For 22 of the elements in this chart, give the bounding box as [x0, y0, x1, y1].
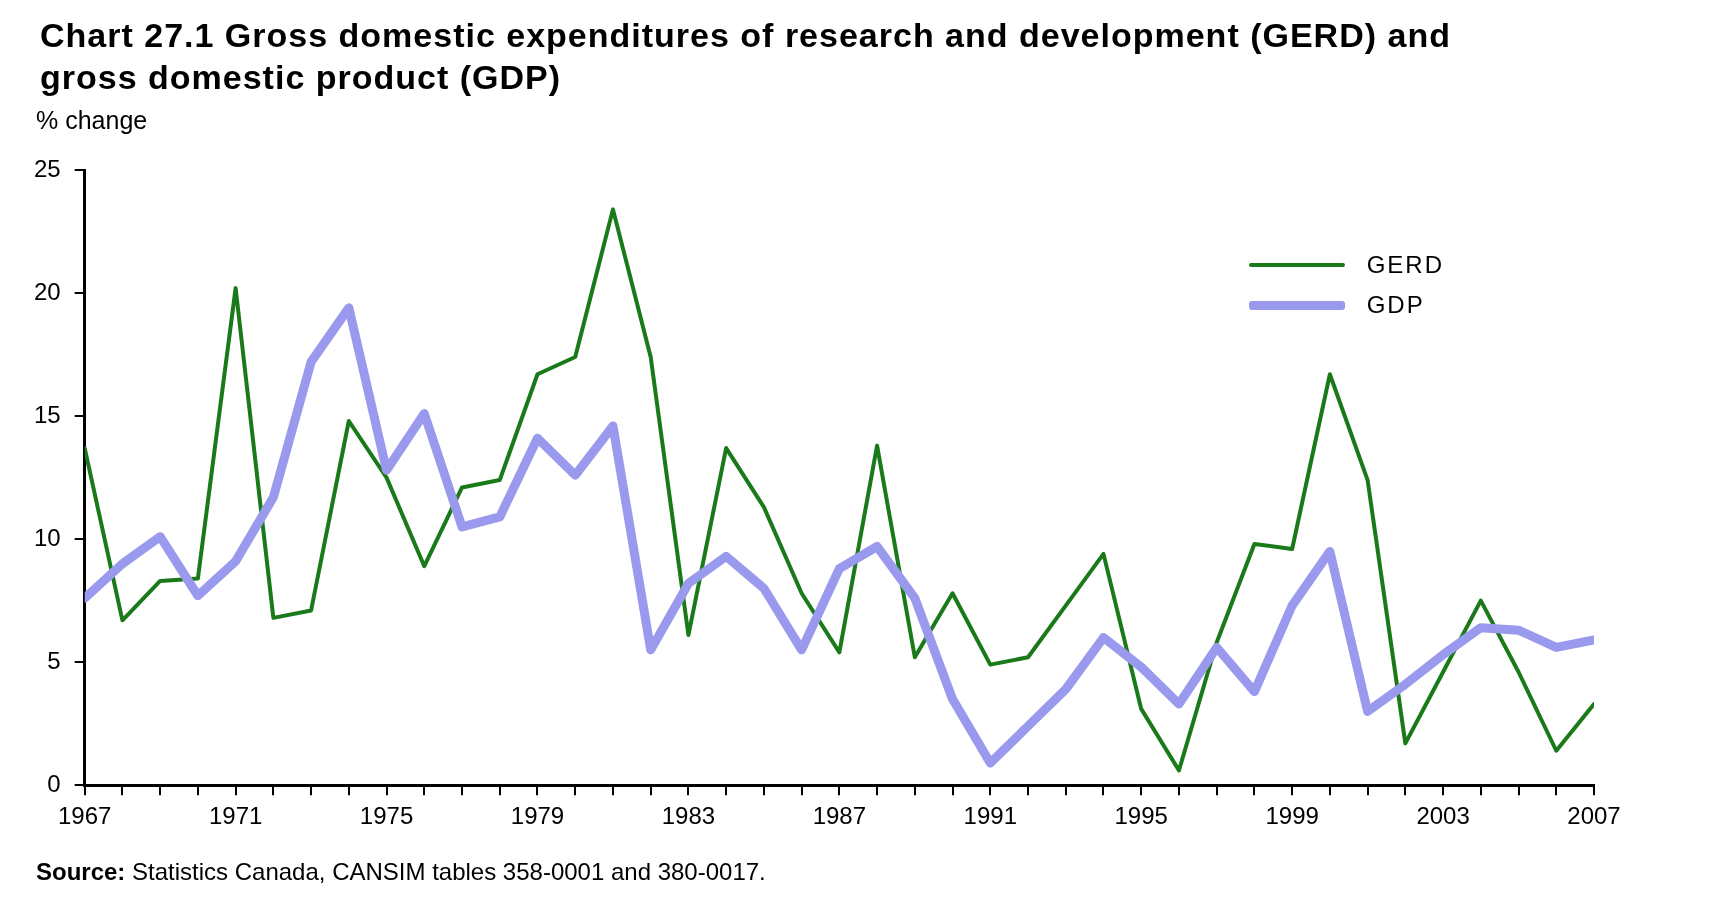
y-tick-label: 20: [33, 277, 61, 305]
x-tick-label: 1991: [963, 802, 1017, 830]
y-tick-label: 5: [47, 646, 61, 674]
y-axis-title: % change: [36, 106, 148, 135]
x-tick-label: 1975: [359, 802, 414, 830]
y-tick-label: 15: [33, 400, 61, 428]
x-tick-label: 2007: [1567, 802, 1621, 830]
x-tick-label: 1967: [58, 802, 112, 830]
y-tick-label: 10: [33, 523, 61, 551]
y-tick-label: 25: [33, 154, 61, 182]
x-tick-label: 1979: [510, 802, 565, 830]
chart-title: Chart 27.1 Gross domestic expenditures of research and development (GERD) and gross domestic product (GDP): [40, 15, 1452, 98]
x-tick-label: 2003: [1416, 802, 1470, 830]
legend-label: GERD: [1366, 251, 1444, 279]
y-tick-label: 0: [47, 769, 61, 797]
x-tick-label: 1999: [1265, 802, 1319, 830]
x-tick-label: 1971: [208, 802, 263, 830]
x-tick-label: 1983: [661, 802, 716, 830]
x-tick-label: 1995: [1114, 802, 1168, 830]
legend-label: GDP: [1366, 291, 1425, 319]
source-note: Source: Statistics Canada, CANSIM tables 358-0001 and 380-0017.: [36, 858, 766, 886]
x-tick-label: 1987: [812, 802, 867, 830]
